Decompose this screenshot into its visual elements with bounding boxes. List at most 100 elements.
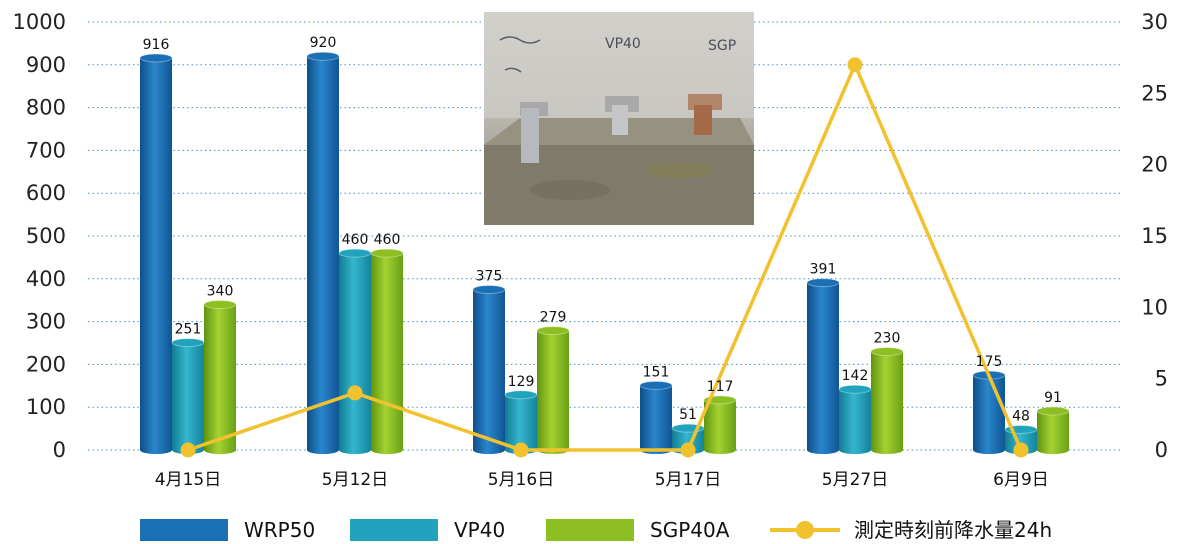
bar-cap <box>536 326 570 336</box>
bar-base <box>339 446 371 454</box>
bar-body <box>973 375 1005 450</box>
bar-base <box>973 446 1005 454</box>
data-label: 117 <box>707 379 734 395</box>
bar-body <box>339 253 371 450</box>
bar-body <box>704 399 736 450</box>
left-tick-label: 100 <box>26 395 66 419</box>
bar-body <box>473 289 505 450</box>
graffiti-mark <box>499 36 541 44</box>
bar-wrp50 <box>806 278 840 454</box>
category-label: 5月17日 <box>655 470 721 490</box>
bar-sgp40a <box>870 347 904 454</box>
bar-base <box>473 446 505 454</box>
bar-body <box>839 389 871 450</box>
legend-label: VP40 <box>454 518 505 542</box>
data-label: 375 <box>476 269 503 285</box>
legend-label: WRP50 <box>244 518 315 542</box>
legend-swatch-wrp50 <box>140 519 228 541</box>
line-path <box>187 63 1023 452</box>
bar-body <box>204 304 236 450</box>
bar-cap <box>171 338 205 348</box>
right-axis-ticks: 0 5 10 15 20 25 30 <box>1141 10 1168 462</box>
left-tick-label: 600 <box>26 181 66 205</box>
graffiti-mark <box>504 67 522 73</box>
pipe-sgp <box>694 105 712 135</box>
data-label: 279 <box>540 310 567 326</box>
data-label: 48 <box>1012 408 1030 424</box>
right-tick-label: 25 <box>1141 81 1168 105</box>
category-label: 4月15日 <box>155 470 221 490</box>
left-tick-label: 900 <box>26 53 66 77</box>
legend-line-marker <box>796 521 814 539</box>
data-label: 151 <box>643 364 670 380</box>
bar-sgp40a <box>536 326 570 454</box>
left-axis-ticks: 0 100 200 300 400 500 600 700 800 900 1000 <box>13 10 66 462</box>
bars <box>139 51 1070 454</box>
data-label: 230 <box>874 331 901 347</box>
bar-wrp50 <box>472 285 506 454</box>
right-tick-label: 5 <box>1155 367 1168 391</box>
bar-cap <box>870 347 904 357</box>
bar-cap <box>370 248 404 258</box>
data-label: 129 <box>508 374 535 390</box>
data-label: 391 <box>810 262 837 278</box>
data-label: 251 <box>175 322 202 338</box>
photo-label-sgp: SGP <box>708 38 736 54</box>
bar-vp40 <box>338 248 372 454</box>
bar-vp40 <box>838 384 872 454</box>
right-tick-label: 20 <box>1141 153 1168 177</box>
bar-body <box>807 282 839 450</box>
data-label: 460 <box>374 232 401 248</box>
bar-cap <box>338 248 372 258</box>
category-label: 5月27日 <box>822 470 888 490</box>
data-label: 175 <box>976 354 1003 370</box>
bar-base <box>704 446 736 454</box>
bar-cap <box>203 299 237 309</box>
bar-base <box>307 446 339 454</box>
bar-cap <box>504 390 538 400</box>
left-tick-label: 1000 <box>13 10 66 34</box>
legend-label: SGP40A <box>650 518 730 542</box>
bar-vp40 <box>171 338 205 454</box>
line-point <box>180 442 196 458</box>
bar-cap <box>306 51 340 61</box>
data-label: 340 <box>207 283 234 299</box>
bar-body <box>307 56 339 451</box>
bar-body <box>537 330 569 450</box>
bar-wrp50 <box>306 51 340 454</box>
photo-label-vp40: VP40 <box>605 36 641 52</box>
data-label: 916 <box>143 37 170 53</box>
data-label: 460 <box>342 232 369 248</box>
category-label: 5月12日 <box>322 470 388 490</box>
inset-photo: VP40 SGP <box>484 12 754 225</box>
category-label: 5月16日 <box>488 470 554 490</box>
data-label: 51 <box>679 407 697 423</box>
left-tick-label: 700 <box>26 138 66 162</box>
left-tick-label: 800 <box>26 96 66 120</box>
data-label: 91 <box>1044 390 1062 406</box>
bar-body <box>640 385 672 450</box>
bar-cap <box>472 285 506 294</box>
category-labels: 4月15日 5月12日 5月16日 5月17日 5月27日 6月9日 <box>155 470 1049 490</box>
bar-wrp50 <box>139 53 173 454</box>
bar-body <box>172 342 204 450</box>
pipe-vp <box>612 105 628 135</box>
bar-body <box>371 253 403 450</box>
line-point <box>1013 442 1029 458</box>
right-tick-label: 10 <box>1141 295 1168 319</box>
precipitation-line <box>180 57 1029 458</box>
pipe-wrp <box>521 108 539 163</box>
right-tick-label: 30 <box>1141 10 1168 34</box>
bar-cap <box>139 53 173 63</box>
bar-base <box>871 446 903 454</box>
left-tick-label: 400 <box>26 267 66 291</box>
legend-swatch-vp40 <box>350 519 438 541</box>
bar-base <box>1037 446 1069 454</box>
bar-cap <box>838 384 872 394</box>
legend-swatch-sgp40a <box>546 519 634 541</box>
bar-body <box>140 57 172 451</box>
bar-base <box>140 446 172 454</box>
left-tick-label: 0 <box>53 438 66 462</box>
data-label: 142 <box>842 368 869 384</box>
